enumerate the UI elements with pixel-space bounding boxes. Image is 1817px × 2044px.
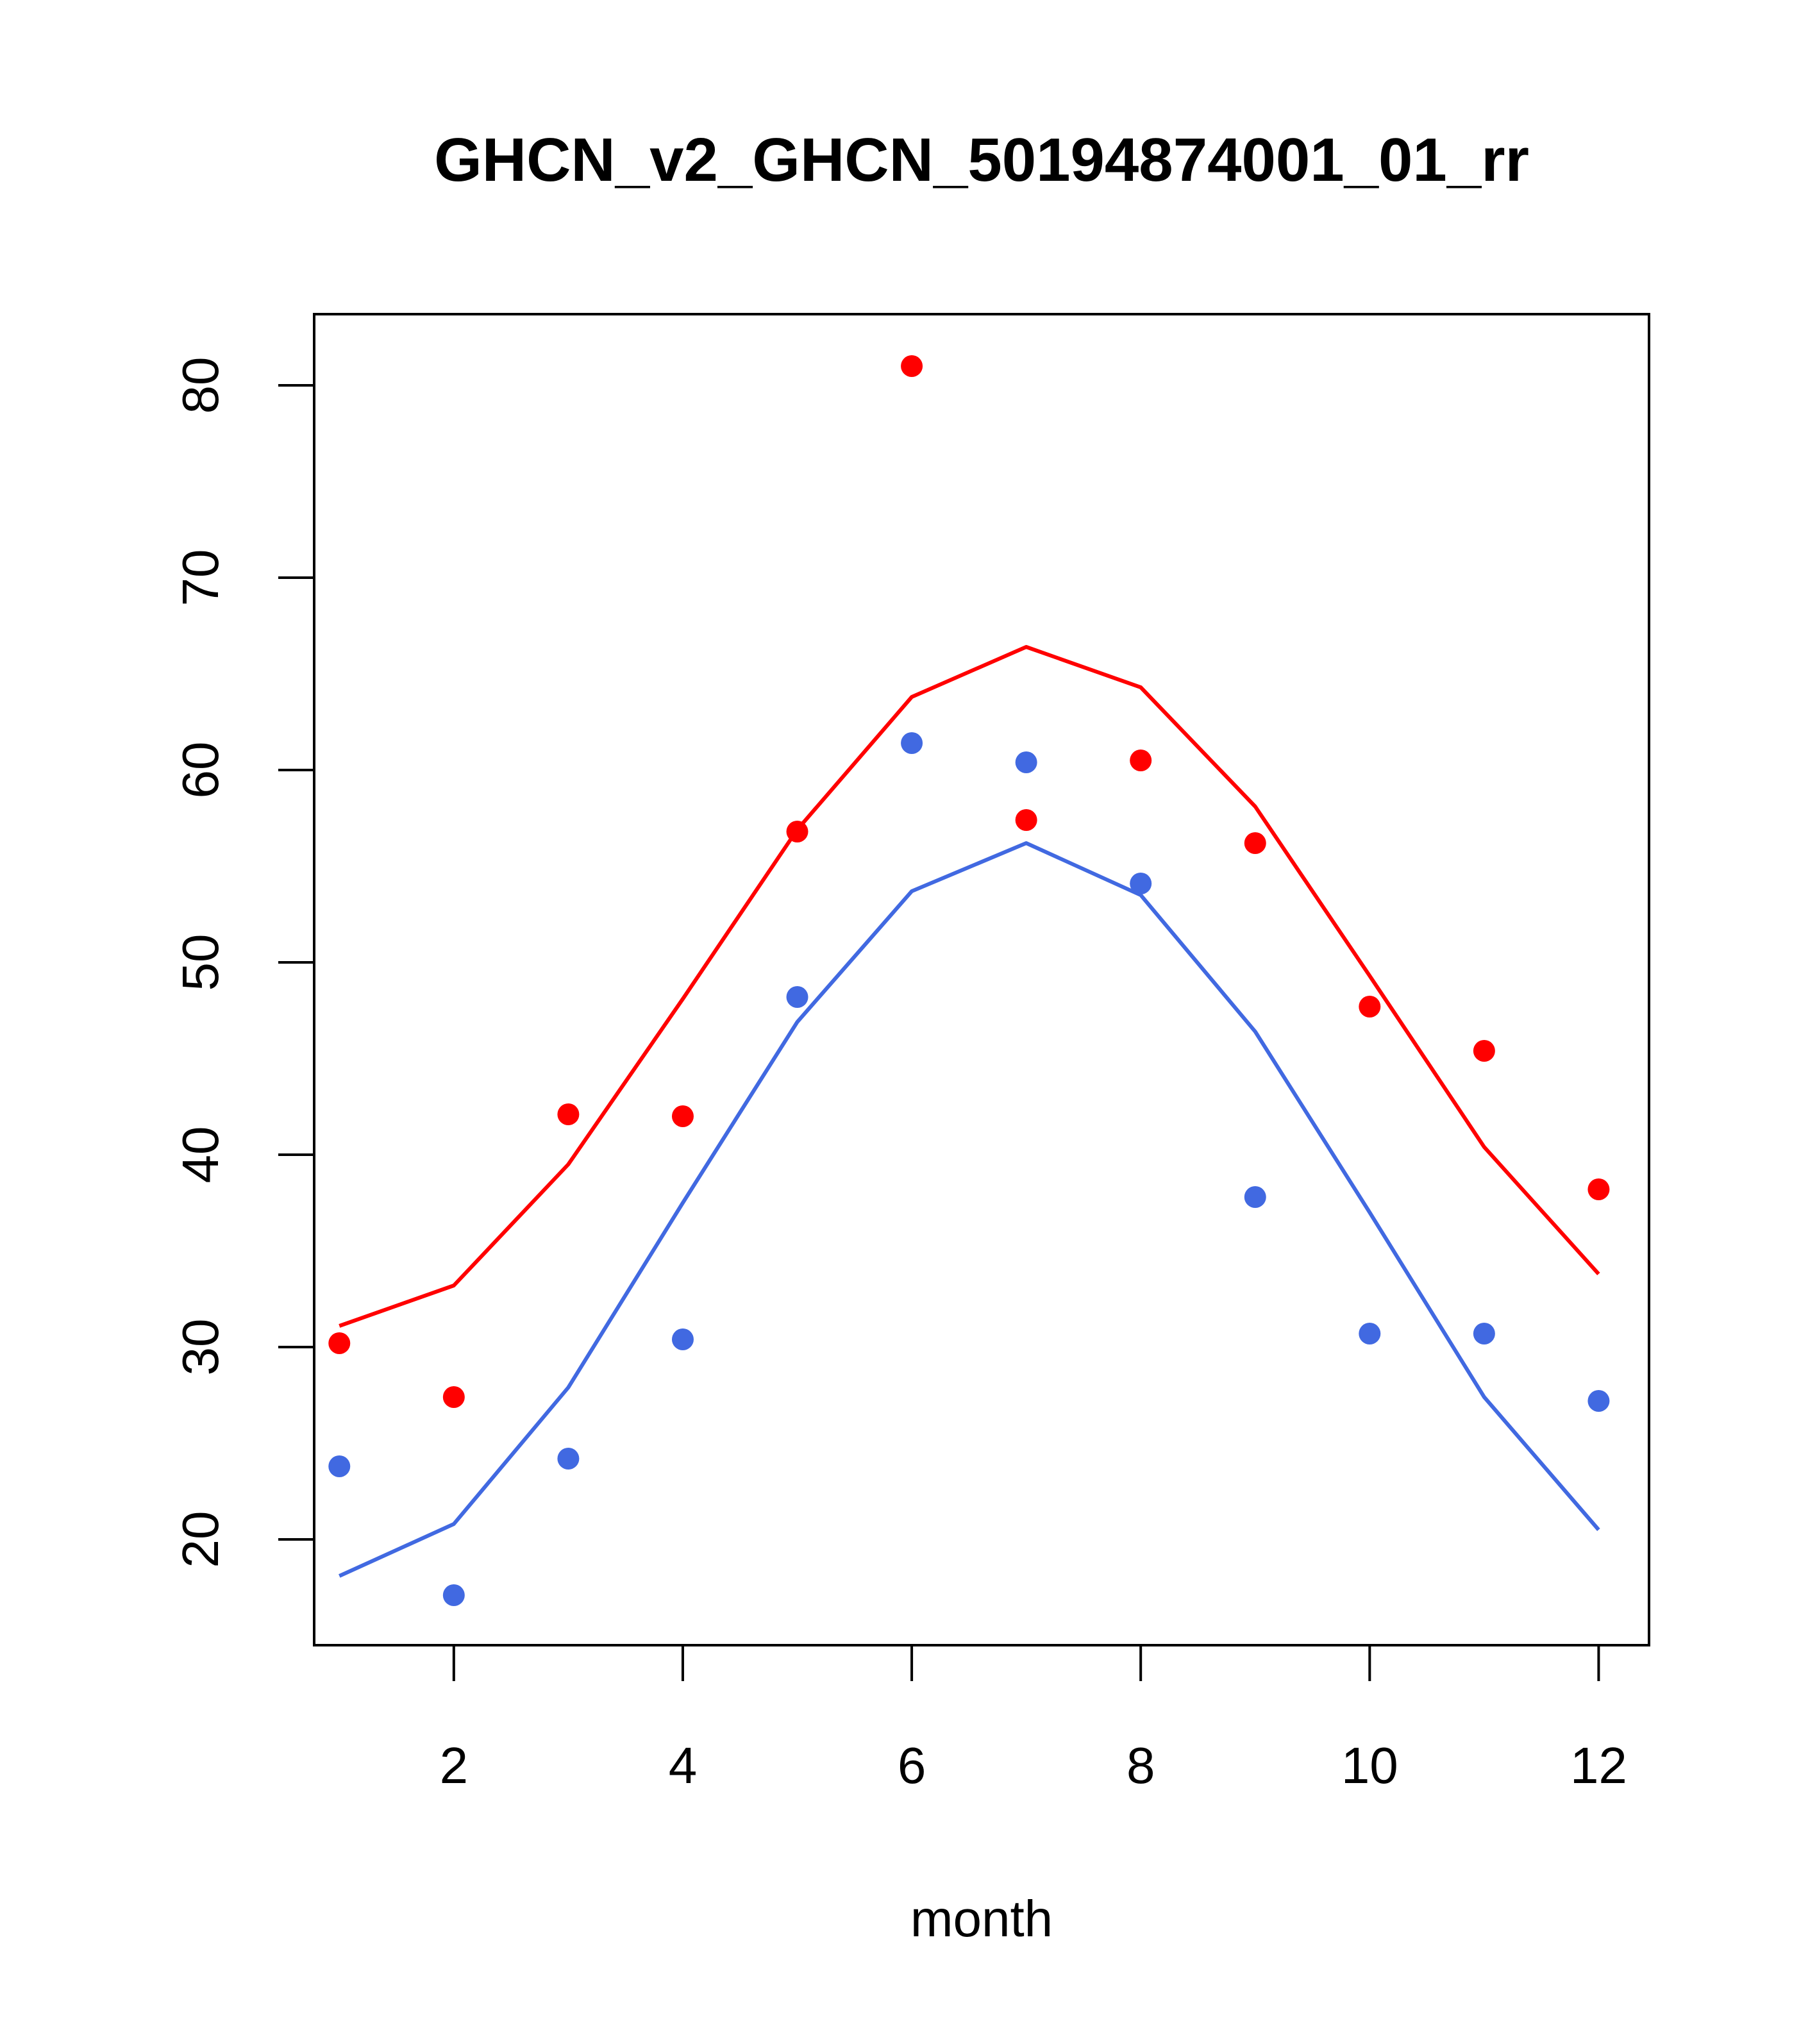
series-3-point (1473, 1323, 1495, 1345)
y-tick-label: 30 (172, 1319, 229, 1376)
x-tick-label: 8 (1126, 1737, 1155, 1794)
series-3-point (442, 1584, 465, 1606)
x-axis: 2 4 6 8 10 12 (440, 1644, 1627, 1794)
series-3-point (671, 1328, 694, 1350)
series-3-point (901, 732, 923, 754)
series-2-point (1015, 809, 1037, 831)
y-tick-label: 60 (172, 742, 229, 799)
plot-frame (313, 313, 1650, 1646)
series-2-point (1244, 832, 1266, 854)
series-3-point (1130, 873, 1152, 894)
y-tick-label: 50 (172, 934, 229, 991)
y-tick-label: 70 (172, 549, 229, 607)
x-tick-label: 4 (669, 1737, 698, 1794)
series-2-point (1130, 750, 1152, 771)
x-tick-label: 6 (898, 1737, 926, 1794)
series-3-point (1359, 1323, 1381, 1345)
series-2-point (901, 355, 923, 377)
chart-title: GHCN_v2_GHCN_50194874001_01_rr (434, 126, 1529, 194)
series-3-point (786, 986, 808, 1008)
x-tick-label: 2 (440, 1737, 469, 1794)
y-tick-label: 80 (172, 357, 229, 414)
series-2-point (671, 1105, 694, 1127)
series-2-point (786, 821, 808, 842)
series-2-point (442, 1386, 465, 1408)
series-3-point (557, 1448, 580, 1470)
series-3-point (1244, 1186, 1266, 1208)
series-2-point (1359, 996, 1381, 1018)
series-3-point (328, 1455, 351, 1477)
series-3-point (1015, 751, 1037, 773)
series-0-line (339, 645, 1600, 1328)
series-1-line (339, 841, 1600, 1578)
x-tick-label: 10 (1341, 1737, 1398, 1794)
plot-area (328, 355, 1610, 1606)
y-tick-label: 40 (172, 1127, 229, 1184)
x-axis-label: month (910, 1890, 1053, 1947)
y-tick-label: 20 (172, 1511, 229, 1568)
series-2-point (1587, 1178, 1610, 1200)
series-2-point (328, 1332, 351, 1354)
series-2-point (557, 1103, 580, 1125)
y-axis: 20 30 40 50 60 70 80 (172, 357, 315, 1568)
series-2-point (1473, 1040, 1495, 1062)
series-3-point (1587, 1390, 1610, 1412)
x-tick-label: 12 (1570, 1737, 1627, 1794)
